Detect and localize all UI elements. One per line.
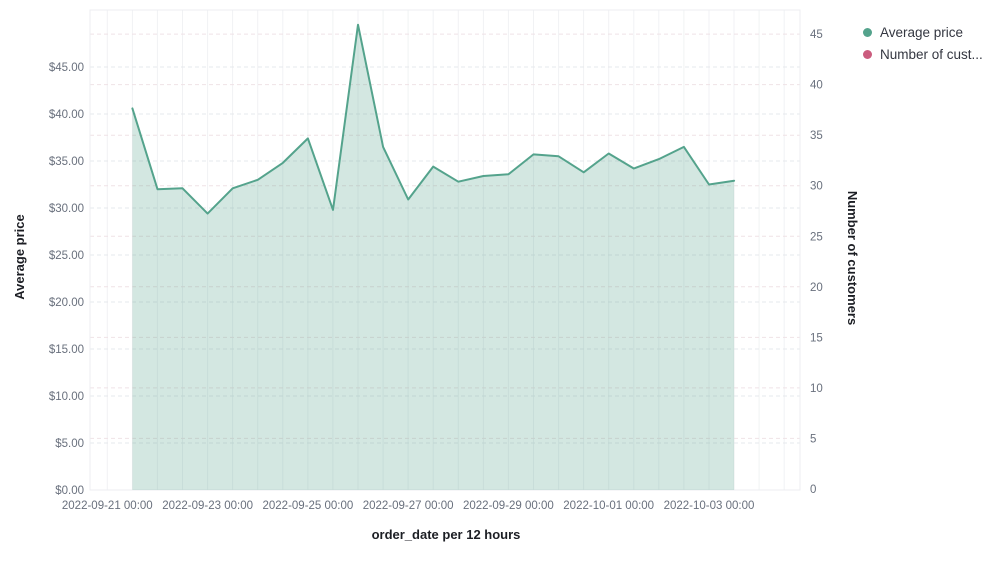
x-tick-label: 2022-09-25 00:00	[262, 500, 353, 512]
y-right-axis-title: Number of customers	[845, 191, 860, 325]
y-right-tick-label: 10	[810, 383, 823, 395]
average-price-area-series	[131, 23, 736, 490]
y-left-tick-label: $45.00	[49, 62, 84, 74]
y-left-tick-label: $10.00	[49, 391, 84, 403]
y-right-tick-label: 25	[810, 231, 823, 243]
y-right-tick-label: 45	[810, 29, 823, 41]
legend-label-average-price: Average price	[880, 25, 964, 40]
y-left-tick-labels: $0.00 $5.00 $10.00 $15.00 $20.00 $25.00 $30.00…	[49, 62, 84, 497]
y-right-tick-label: 30	[810, 181, 823, 193]
y-left-tick-label: $30.00	[49, 203, 84, 215]
y-left-tick-label: $20.00	[49, 297, 84, 309]
legend: Average price Number of cust...	[863, 25, 983, 62]
x-tick-label: 2022-09-23 00:00	[162, 500, 253, 512]
vertical-gridlines	[106, 10, 785, 490]
y-left-tick-label: $35.00	[49, 156, 84, 168]
x-tick-label: 2022-09-21 00:00	[62, 500, 153, 512]
x-tick-label: 2022-09-27 00:00	[363, 500, 454, 512]
average-price-series-dot-icon	[863, 28, 872, 37]
y-right-tick-label: 5	[810, 433, 816, 445]
y-right-tick-label: 15	[810, 332, 823, 344]
legend-label-number-of-customers: Number of cust...	[880, 47, 983, 62]
legend-item-number-of-customers[interactable]: Number of cust...	[863, 47, 983, 62]
x-axis-title: order_date per 12 hours	[372, 527, 521, 542]
y-right-tick-label: 20	[810, 282, 823, 294]
legend-item-average-price[interactable]: Average price	[863, 25, 983, 40]
x-tick-labels: 2022-09-21 00:00 2022-09-23 00:00 2022-09-…	[62, 500, 755, 512]
y-left-tick-label: $5.00	[55, 438, 84, 450]
horizontal-gridlines-right-axis	[90, 33, 800, 439]
y-left-tick-label: $40.00	[49, 109, 84, 121]
y-right-tick-label: 35	[810, 130, 823, 142]
horizontal-gridlines-left-axis	[90, 66, 800, 444]
y-left-tick-label: $15.00	[49, 344, 84, 356]
x-tick-label: 2022-10-01 00:00	[563, 500, 654, 512]
number-of-customers-series-dot-icon	[863, 50, 872, 59]
average-price-area-fill	[132, 24, 735, 490]
plot-border	[89, 9, 801, 491]
average-price-line	[131, 23, 736, 215]
y-right-tick-label: 0	[810, 484, 816, 496]
y-left-tick-label: $25.00	[49, 250, 84, 262]
x-tick-label: 2022-10-03 00:00	[664, 500, 755, 512]
x-tick-label: 2022-09-29 00:00	[463, 500, 554, 512]
y-left-tick-label: $0.00	[55, 485, 84, 497]
y-right-tick-label: 40	[810, 80, 823, 92]
y-right-tick-labels: 0 5 10 15 20 25 30 35 40 45	[810, 29, 823, 496]
y-left-axis-title: Average price	[12, 214, 27, 300]
